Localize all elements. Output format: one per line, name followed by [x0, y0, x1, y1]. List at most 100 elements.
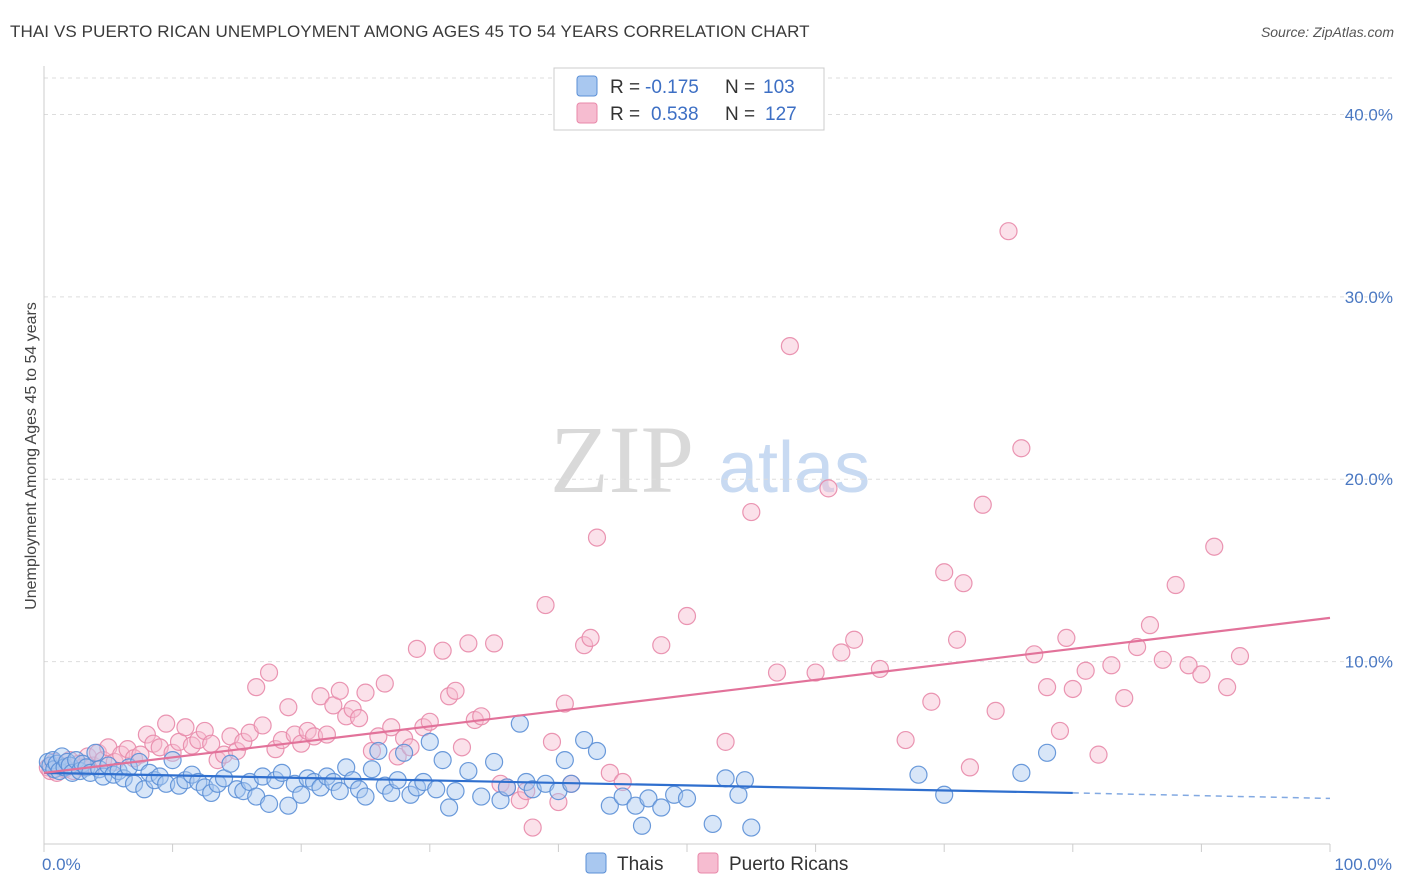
- chart-title: THAI VS PUERTO RICAN UNEMPLOYMENT AMONG …: [10, 22, 810, 41]
- puerto-rican-point-50: [330, 681, 349, 700]
- puerto-rican-point-117: [1115, 688, 1134, 708]
- thai-point-81: [510, 714, 529, 733]
- bottom-legend-label-thai: Thais: [617, 854, 663, 875]
- puerto-rican-point-126: [1230, 647, 1250, 666]
- puerto-rican-point-57: [375, 674, 394, 693]
- puerto-rican-point-84: [581, 628, 600, 648]
- thai-point-93: [632, 816, 652, 835]
- axes: [43, 66, 1331, 852]
- thai-point-88: [575, 730, 594, 750]
- thai-point-49: [279, 796, 298, 815]
- legend-r-label-puerto-rican: R =: [610, 104, 640, 125]
- legend-bottom: Thais Puerto Ricans: [585, 852, 848, 875]
- puerto-rican-point-65: [433, 641, 452, 660]
- thai-point-74: [439, 798, 459, 817]
- puerto-rican-points: [38, 222, 1250, 837]
- watermark-atlas: atlas: [718, 428, 870, 508]
- thai-point-76: [459, 761, 478, 781]
- thai-trend-line-extension: [1072, 792, 1331, 800]
- puerto-rican-point-110: [1037, 678, 1057, 697]
- puerto-rican-point-53: [349, 709, 369, 728]
- puerto-rican-point-105: [973, 495, 992, 514]
- x-tick-label-max: 100.0%: [1334, 855, 1392, 874]
- puerto-rican-point-96: [832, 643, 851, 662]
- x-tick-label-min: 0.0%: [42, 855, 81, 874]
- puerto-rican-point-97: [845, 630, 864, 649]
- y-tick-label-0: 10.0%: [1345, 653, 1393, 672]
- puerto-rican-point-69: [459, 634, 478, 653]
- thai-point-40: [221, 754, 240, 773]
- thai-point-47: [266, 771, 285, 790]
- thai-point-90: [600, 796, 619, 815]
- thai-point-89: [587, 741, 607, 761]
- puerto-rican-point-78: [536, 595, 555, 615]
- puerto-rican-point-19: [131, 745, 150, 764]
- puerto-rican-point-101: [935, 563, 954, 582]
- thai-point-67: [394, 743, 414, 762]
- legend-n-label-thai: N =: [725, 77, 755, 98]
- puerto-rican-point-122: [1179, 656, 1198, 675]
- puerto-rican-point-100: [922, 692, 941, 711]
- thai-point-106: [1012, 763, 1031, 782]
- puerto-rican-point-102: [947, 630, 967, 649]
- puerto-rican-point-115: [1089, 745, 1108, 764]
- thai-point-6: [52, 747, 72, 766]
- bottom-legend-swatch-thai: [585, 852, 607, 874]
- thai-point-98: [703, 814, 722, 834]
- thai-point-99: [716, 769, 735, 788]
- puerto-rican-point-91: [742, 502, 761, 522]
- puerto-rican-point-39: [259, 663, 279, 682]
- puerto-rican-point-92: [767, 663, 787, 682]
- legend-n-label-puerto-rican: N =: [725, 104, 755, 125]
- puerto-rican-point-107: [999, 222, 1018, 241]
- puerto-rican-point-90: [716, 732, 735, 751]
- puerto-rican-point-93: [780, 337, 799, 356]
- thai-point-51: [292, 785, 311, 804]
- puerto-rican-point-111: [1050, 721, 1070, 741]
- puerto-rican-point-85: [587, 528, 607, 547]
- thai-point-80: [497, 778, 517, 797]
- legend-r-value-thai: -0.175: [645, 77, 699, 98]
- thai-point-101: [742, 818, 761, 837]
- puerto-rican-point-83: [575, 636, 594, 655]
- thai-point-103: [909, 765, 928, 784]
- puerto-rican-point-121: [1166, 575, 1185, 595]
- thai-points: [38, 714, 1057, 837]
- puerto-rican-point-99: [896, 730, 915, 750]
- thai-point-61: [356, 787, 375, 806]
- puerto-rican-point-38: [253, 716, 272, 735]
- thai-point-26: [135, 780, 154, 799]
- y-axis-label: Unemployment Among Ages 45 to 54 years: [23, 302, 40, 610]
- puerto-rican-point-125: [1218, 678, 1237, 697]
- puerto-rican-point-98: [870, 659, 890, 679]
- puerto-rican-point-123: [1192, 665, 1211, 684]
- puerto-rican-point-52: [343, 699, 362, 719]
- trend-lines: [43, 616, 1331, 800]
- puerto-rican-point-67: [446, 681, 465, 700]
- puerto-rican-point-79: [542, 732, 562, 751]
- puerto-rican-point-62: [407, 639, 427, 658]
- thai-point-62: [362, 760, 382, 779]
- thai-point-31: [163, 751, 182, 770]
- thai-point-37: [202, 783, 221, 803]
- y-tick-label-1: 20.0%: [1345, 470, 1393, 489]
- puerto-rican-point-94: [806, 663, 825, 682]
- legend-top: R = -0.175 N = 103 R = 0.538 N = 127: [553, 67, 825, 131]
- thai-point-57: [330, 782, 349, 801]
- thai-point-46: [259, 794, 279, 813]
- thai-point-102: [735, 771, 754, 790]
- puerto-rican-point-68: [452, 738, 472, 757]
- thai-point-97: [677, 789, 697, 808]
- puerto-rican-point-23: [157, 714, 176, 733]
- legend-n-value-puerto-rican: 127: [765, 104, 797, 125]
- puerto-rican-point-42: [279, 698, 298, 717]
- puerto-rican-point-119: [1140, 616, 1160, 635]
- puerto-rican-point-35: [234, 732, 253, 751]
- thai-point-95: [652, 798, 671, 817]
- puerto-rican-point-47: [311, 687, 330, 706]
- thai-point-68: [401, 785, 420, 804]
- puerto-rican-point-118: [1127, 637, 1147, 657]
- puerto-rican-point-120: [1153, 650, 1172, 669]
- puerto-rican-point-106: [986, 701, 1005, 720]
